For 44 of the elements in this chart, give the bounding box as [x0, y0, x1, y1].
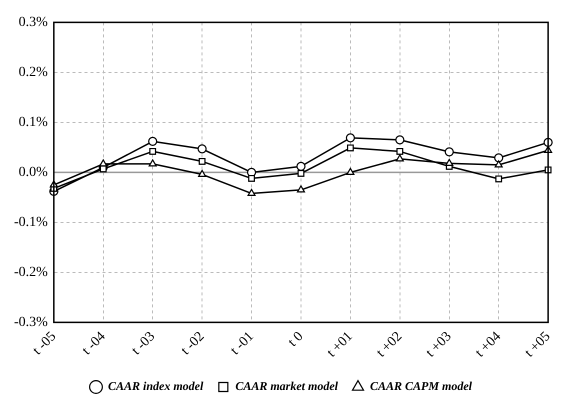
point: [198, 144, 207, 154]
point: [247, 188, 256, 196]
legend-label: CAAR market model: [235, 379, 339, 394]
y-tick-label: -0.3%: [14, 315, 48, 330]
point: [494, 153, 504, 163]
x-tick-label: t +01: [324, 329, 356, 360]
point: [198, 158, 206, 165]
point: [248, 174, 255, 182]
point: [296, 162, 306, 172]
point: [198, 170, 206, 178]
point: [346, 144, 354, 152]
x-tick-label: t +03: [423, 329, 455, 360]
point: [148, 136, 158, 146]
point: [444, 147, 454, 157]
point: [396, 148, 404, 155]
point: [296, 185, 306, 193]
y-tick-label: -0.2%: [14, 265, 48, 280]
point: [346, 168, 354, 176]
y-tick-label: -0.1%: [14, 215, 48, 230]
y-tick-label: 0.3%: [18, 15, 48, 30]
point: [99, 159, 108, 167]
x-tick-label: t +02: [374, 329, 406, 360]
point: [148, 159, 157, 167]
x-tick-label: t 0: [286, 329, 306, 350]
point: [495, 175, 502, 182]
x-tick-label: t -04: [80, 329, 109, 358]
x-tick-label: t -02: [178, 329, 208, 358]
point: [396, 154, 404, 162]
legend-label: CAAR CAPM model: [370, 379, 473, 394]
point: [494, 160, 503, 168]
x-tick-label: t -03: [129, 329, 158, 358]
point: [395, 135, 404, 145]
x-tick-label: t -01: [228, 329, 257, 358]
y-tick-label: 0.0%: [18, 165, 48, 180]
y-tick-label: 0.1%: [18, 115, 48, 130]
y-tick-label: 0.2%: [18, 65, 48, 80]
point: [298, 170, 304, 177]
point: [346, 133, 355, 143]
x-tick-label: t +04: [472, 329, 504, 360]
x-tick-label: t -05: [30, 329, 60, 358]
x-tick-label: t +05: [522, 329, 554, 360]
point: [149, 148, 156, 155]
point: [445, 158, 454, 166]
legend-label: CAAR index model: [108, 379, 204, 394]
